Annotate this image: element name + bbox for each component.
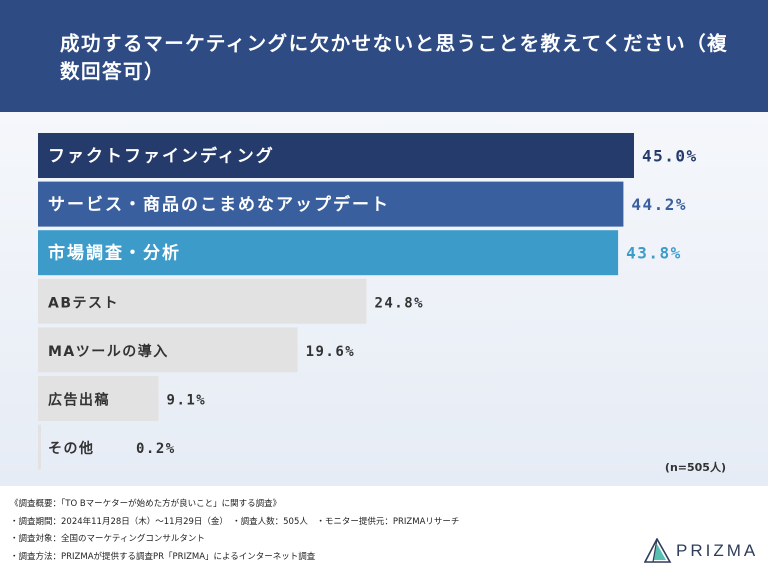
survey-period: ・調査期間：2024年11月28日（木）〜11月29日（金） ・調査人数：505… bbox=[10, 516, 460, 527]
footer: 《調査概要：「TO Bマーケターが始めた方が良いこと」に関する調査》 ・調査期間… bbox=[0, 486, 768, 576]
bar-2 bbox=[38, 181, 624, 227]
bar-4 bbox=[38, 278, 367, 324]
bar-chart: ファクトファインディング 45.0% サービス・商品のこまめなアップデート 44.2%… bbox=[38, 133, 698, 470]
category-label-4: ABテスト bbox=[48, 295, 119, 311]
category-label-6: 広告出稿 bbox=[48, 392, 110, 409]
prizma-logo-icon bbox=[643, 537, 672, 563]
category-label-5: MAツールの導入 bbox=[48, 343, 169, 360]
bar-7 bbox=[38, 424, 41, 470]
survey-summary-title: 《調査概要：「TO Bマーケターが始めた方が良いこと」に関する調査》 bbox=[10, 499, 282, 509]
value-label-2: 44.2% bbox=[631, 195, 687, 214]
category-label-7: その他 bbox=[48, 440, 95, 457]
prizma-logo-text: PRIZMA bbox=[676, 541, 759, 560]
bar-5 bbox=[38, 327, 298, 373]
prizma-logo: PRIZMA bbox=[643, 537, 759, 564]
value-label-6: 9.1% bbox=[167, 393, 207, 409]
value-label-7: 0.2% bbox=[136, 441, 176, 457]
survey-summary: 《調査概要：「TO Bマーケターが始めた方が良いこと」に関する調査》 ・調査期間… bbox=[10, 496, 459, 566]
value-label-4: 24.8% bbox=[374, 295, 424, 311]
survey-target: ・調査対象：全国のマーケティングコンサルタント bbox=[10, 534, 205, 544]
chart-area: ファクトファインディング 45.0% サービス・商品のこまめなアップデート 44.2%… bbox=[0, 112, 768, 486]
header-banner: 成功するマーケティングに欠かせないと思うことを教えてください（複数回答可） bbox=[0, 0, 768, 112]
category-label-1: ファクトファインディング bbox=[48, 146, 275, 167]
category-label-2: サービス・商品のこまめなアップデート bbox=[48, 194, 390, 215]
survey-method: ・調査方法：PRIZMAが提供する調査PR「PRIZMA」によるインターネット調… bbox=[10, 551, 316, 562]
value-label-3: 43.8% bbox=[626, 244, 682, 263]
bar-3 bbox=[38, 230, 619, 276]
bar-1 bbox=[38, 133, 634, 178]
value-label-1: 45.0% bbox=[642, 147, 698, 166]
sample-size-note: (n=505人) bbox=[664, 461, 726, 474]
chart-title: 成功するマーケティングに欠かせないと思うことを教えてください（複数回答可） bbox=[60, 32, 729, 83]
value-label-5: 19.6% bbox=[306, 344, 356, 360]
category-label-3: 市場調査・分析 bbox=[48, 243, 181, 264]
bar-6 bbox=[38, 376, 159, 421]
